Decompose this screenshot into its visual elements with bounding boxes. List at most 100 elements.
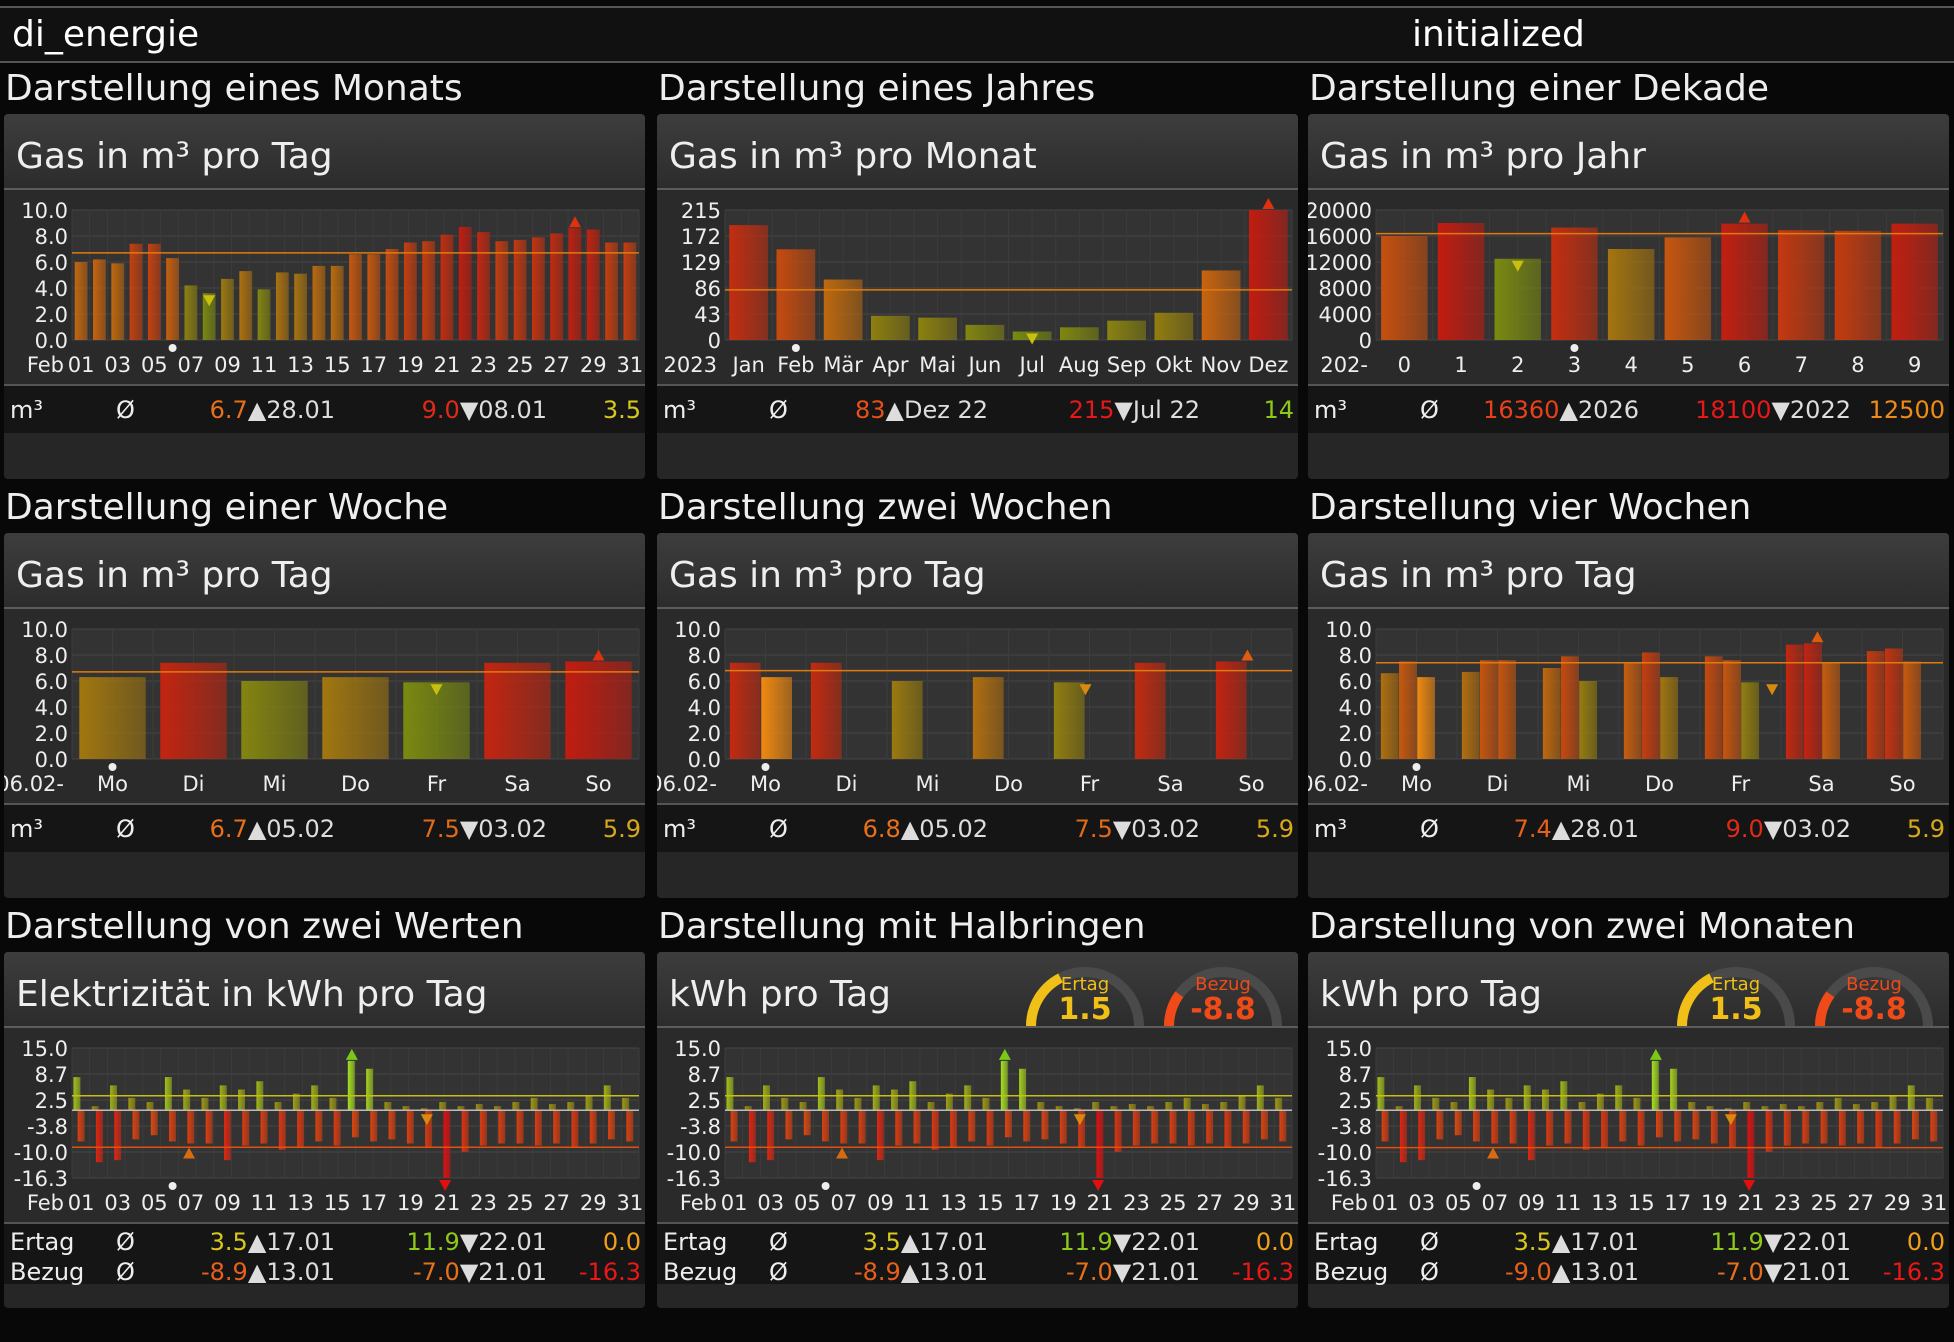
bar[interactable] <box>810 662 842 759</box>
bar[interactable] <box>129 243 143 340</box>
bar[interactable] <box>1785 644 1804 759</box>
bar[interactable] <box>239 271 253 340</box>
bar[interactable] <box>1903 661 1922 760</box>
bar-bezug[interactable] <box>278 1110 286 1150</box>
bar-bezug[interactable] <box>1619 1110 1627 1142</box>
bar[interactable] <box>1461 671 1480 759</box>
bar[interactable] <box>1778 230 1825 340</box>
bar-bezug[interactable] <box>1381 1110 1389 1142</box>
bar[interactable] <box>1721 223 1768 340</box>
bar[interactable] <box>202 293 216 340</box>
bar[interactable] <box>965 324 1005 340</box>
bar-bezug[interactable] <box>297 1110 305 1148</box>
bar[interactable] <box>241 681 308 759</box>
bar[interactable] <box>871 315 910 340</box>
bar[interactable] <box>403 242 417 341</box>
bar-bezug[interactable] <box>589 1110 597 1144</box>
bar-ertag[interactable] <box>530 1097 538 1111</box>
bar-bezug[interactable] <box>1261 1110 1269 1140</box>
bar-bezug[interactable] <box>1004 1110 1012 1138</box>
bar-ertag[interactable] <box>982 1097 990 1111</box>
bar[interactable] <box>1154 312 1194 340</box>
bar-ertag[interactable] <box>1432 1097 1440 1111</box>
bar-bezug[interactable] <box>803 1110 811 1136</box>
bar-ertag[interactable] <box>1633 1097 1641 1111</box>
bar-ertag[interactable] <box>201 1097 209 1111</box>
bar-bezug[interactable] <box>1875 1110 1883 1148</box>
bar-bezug[interactable] <box>187 1110 195 1144</box>
bar-bezug[interactable] <box>931 1110 939 1150</box>
bar[interactable] <box>184 285 198 340</box>
bar-bezug[interactable] <box>1930 1110 1938 1142</box>
bar[interactable] <box>1380 673 1399 759</box>
bar-bezug[interactable] <box>1784 1110 1791 1146</box>
bar-bezug[interactable] <box>425 1110 433 1148</box>
bar[interactable] <box>1660 677 1679 759</box>
bar[interactable] <box>1607 249 1655 340</box>
bar-bezug[interactable] <box>534 1110 542 1146</box>
bar-ertag[interactable] <box>1834 1097 1842 1111</box>
bar[interactable] <box>1579 681 1598 759</box>
bar-bezug[interactable] <box>406 1110 414 1144</box>
bar-ertag[interactable] <box>402 1106 410 1111</box>
bar-ertag[interactable] <box>164 1077 172 1111</box>
bar-ertag[interactable] <box>1256 1085 1264 1111</box>
bar-bezug[interactable] <box>1187 1110 1195 1146</box>
bar-ertag[interactable] <box>744 1106 752 1111</box>
bar[interactable] <box>160 662 227 759</box>
bar-ertag[interactable] <box>384 1101 392 1111</box>
bar-bezug[interactable] <box>968 1110 976 1142</box>
bar-ertag[interactable] <box>73 1077 81 1111</box>
bar-ertag[interactable] <box>1092 1101 1100 1111</box>
bar-bezug[interactable] <box>1692 1110 1700 1140</box>
bar-bezug[interactable] <box>895 1110 903 1146</box>
bar[interactable] <box>322 677 389 759</box>
bar-ertag[interactable] <box>763 1085 770 1111</box>
bar-bezug[interactable] <box>1041 1110 1049 1140</box>
bar[interactable] <box>623 242 637 341</box>
bar-bezug[interactable] <box>1655 1110 1663 1138</box>
bar[interactable] <box>1201 270 1241 340</box>
bar-bezug[interactable] <box>608 1110 616 1140</box>
bar-ertag[interactable] <box>1542 1089 1550 1111</box>
bar-ertag[interactable] <box>1202 1104 1209 1111</box>
bar-bezug[interactable] <box>1133 1110 1140 1146</box>
bar[interactable] <box>729 225 768 340</box>
bar-bezug[interactable] <box>1151 1110 1159 1144</box>
bar[interactable] <box>1249 210 1288 340</box>
bar[interactable] <box>1561 656 1579 759</box>
bar-bezug[interactable] <box>1802 1110 1810 1144</box>
bar-bezug[interactable] <box>516 1110 524 1144</box>
bar-bezug[interactable] <box>114 1110 122 1161</box>
bar-ertag[interactable] <box>1395 1106 1403 1111</box>
bar[interactable] <box>550 233 564 340</box>
bar[interactable] <box>823 279 863 340</box>
bar[interactable] <box>605 242 618 341</box>
bar-bezug[interactable] <box>858 1110 866 1144</box>
bar-bezug[interactable] <box>315 1110 323 1142</box>
bar-ertag[interactable] <box>836 1089 844 1111</box>
bar-ertag[interactable] <box>1761 1106 1769 1111</box>
bar-bezug[interactable] <box>242 1110 250 1146</box>
bar[interactable] <box>1381 236 1428 340</box>
bar-ertag[interactable] <box>238 1089 246 1111</box>
bar-bezug[interactable] <box>1747 1110 1755 1178</box>
bar-bezug[interactable] <box>77 1110 85 1142</box>
bar-ertag[interactable] <box>854 1097 862 1111</box>
bar-ertag[interactable] <box>799 1101 807 1111</box>
bar[interactable] <box>1107 320 1146 340</box>
bar-bezug[interactable] <box>205 1110 213 1144</box>
bar-bezug[interactable] <box>1546 1110 1554 1146</box>
bar-ertag[interactable] <box>1414 1085 1421 1111</box>
bar-ertag[interactable] <box>128 1097 136 1111</box>
bar-ertag[interactable] <box>927 1101 935 1111</box>
bar-ertag[interactable] <box>622 1097 630 1111</box>
bar-ertag[interactable] <box>1377 1077 1385 1111</box>
bar[interactable] <box>1642 652 1660 759</box>
bar[interactable] <box>1480 660 1498 759</box>
bar-ertag[interactable] <box>1816 1101 1824 1111</box>
bar-ertag[interactable] <box>475 1104 483 1111</box>
bar-bezug[interactable] <box>913 1110 921 1144</box>
bar[interactable] <box>1542 668 1561 759</box>
bar-bezug[interactable] <box>571 1110 579 1148</box>
